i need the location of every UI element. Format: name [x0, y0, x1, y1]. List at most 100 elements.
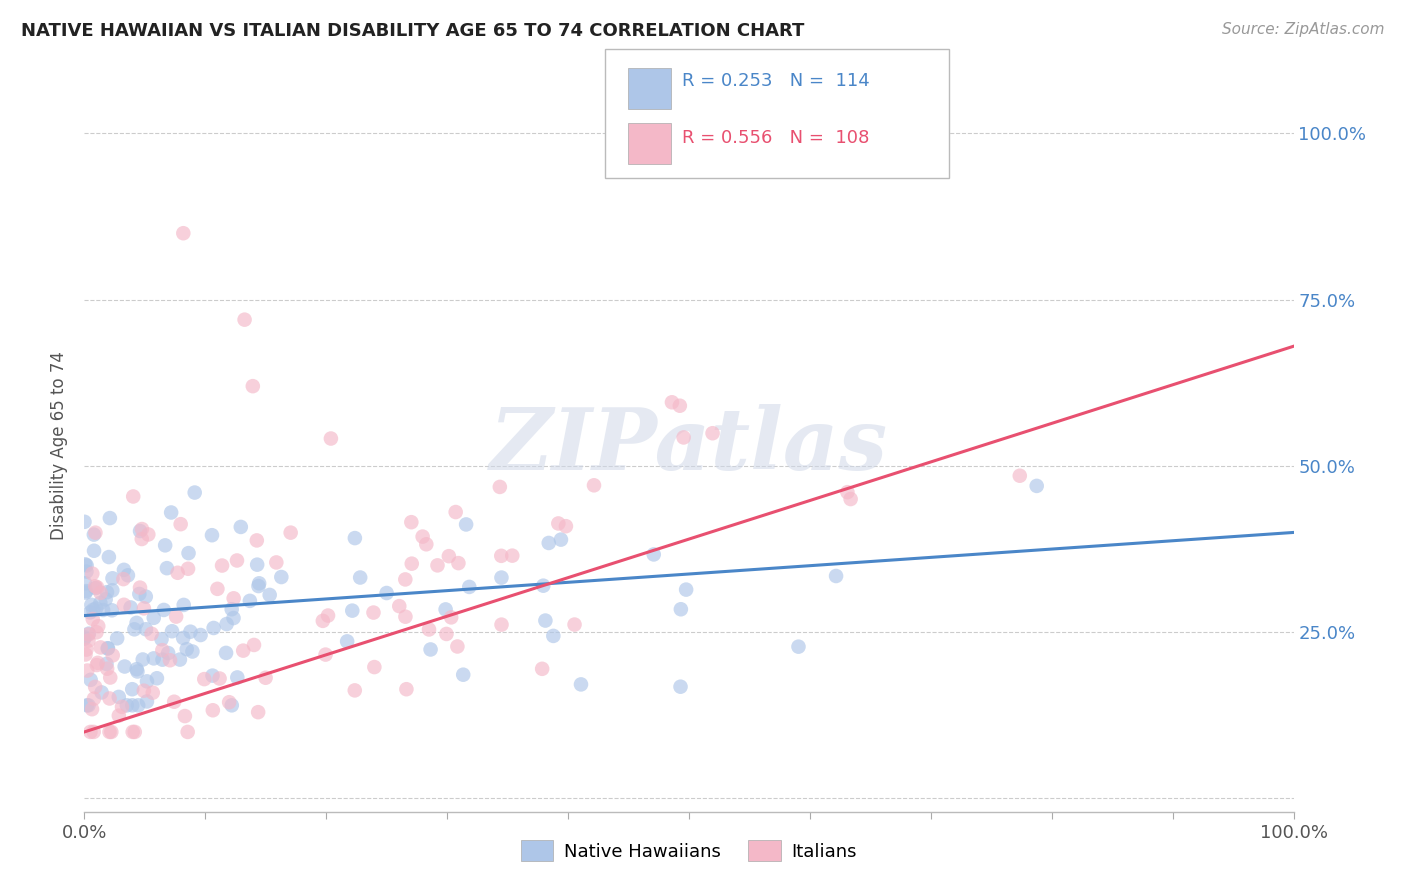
Point	[243, 638, 266, 652]
Point	[87, 619, 110, 633]
Point	[247, 705, 270, 719]
Point	[77, 698, 100, 713]
Point	[112, 563, 135, 577]
Point	[447, 556, 470, 570]
Point	[183, 485, 205, 500]
Point	[343, 531, 366, 545]
Point	[122, 490, 145, 504]
Point	[125, 615, 148, 630]
Point	[169, 652, 191, 666]
Point	[436, 627, 458, 641]
Point	[125, 662, 148, 676]
Point	[97, 641, 120, 656]
Point	[201, 528, 224, 542]
Point	[266, 556, 288, 570]
Point	[419, 642, 441, 657]
Point	[156, 561, 179, 575]
Point	[73, 632, 96, 646]
Point	[177, 562, 200, 576]
Point	[440, 610, 463, 624]
Point	[349, 570, 371, 584]
Point	[316, 608, 339, 623]
Point	[426, 558, 449, 573]
Point	[120, 600, 142, 615]
Point	[172, 631, 194, 645]
Point	[75, 584, 97, 599]
Point	[159, 653, 181, 667]
Point	[96, 585, 118, 599]
Point	[401, 515, 423, 529]
Point	[153, 538, 176, 552]
Point	[142, 651, 165, 665]
Point	[672, 430, 695, 444]
Point	[101, 571, 124, 585]
Point	[201, 668, 224, 682]
Point	[77, 626, 100, 640]
Point	[131, 532, 153, 546]
Point	[107, 690, 129, 704]
Point	[531, 579, 554, 593]
Point	[173, 598, 195, 612]
Point	[115, 698, 138, 713]
Point	[82, 612, 104, 626]
Point	[73, 515, 96, 529]
Point	[90, 685, 112, 699]
Point	[127, 698, 149, 713]
Point	[112, 598, 135, 612]
Point	[221, 698, 243, 713]
Point	[75, 585, 97, 599]
Point	[176, 725, 198, 739]
Point	[394, 573, 416, 587]
Point	[90, 640, 112, 655]
Point	[669, 680, 692, 694]
Legend: Native Hawaiians, Italians: Native Hawaiians, Italians	[513, 833, 865, 869]
Point	[208, 672, 231, 686]
Point	[555, 519, 578, 533]
Point	[132, 652, 155, 666]
Point	[84, 579, 107, 593]
Point	[315, 648, 337, 662]
Point	[787, 640, 810, 654]
Point	[564, 617, 586, 632]
Point	[96, 662, 118, 676]
Point	[83, 725, 105, 739]
Point	[375, 586, 398, 600]
Point	[179, 624, 201, 639]
Point	[229, 520, 252, 534]
Point	[661, 395, 683, 409]
Text: R = 0.253   N =  114: R = 0.253 N = 114	[682, 72, 870, 90]
Point	[76, 664, 98, 678]
Point	[446, 640, 468, 654]
Point	[84, 525, 107, 540]
Point	[76, 558, 98, 573]
Point	[160, 624, 183, 639]
Point	[458, 580, 481, 594]
Point	[226, 670, 249, 684]
Point	[83, 543, 105, 558]
Point	[312, 614, 335, 628]
Point	[415, 537, 437, 551]
Point	[129, 524, 152, 538]
Point	[451, 667, 474, 681]
Point	[1008, 468, 1031, 483]
Point	[643, 548, 665, 562]
Point	[839, 491, 862, 506]
Point	[98, 691, 121, 706]
Point	[82, 603, 104, 617]
Point	[342, 604, 364, 618]
Text: R = 0.556   N =  108: R = 0.556 N = 108	[682, 128, 869, 147]
Point	[211, 558, 233, 573]
Point	[221, 602, 243, 616]
Point	[75, 648, 97, 662]
Point	[165, 609, 187, 624]
Point	[128, 587, 150, 601]
Point	[83, 691, 105, 706]
Point	[343, 683, 366, 698]
Point	[160, 506, 183, 520]
Point	[215, 646, 238, 660]
Point	[91, 603, 114, 617]
Point	[108, 708, 131, 723]
Point	[89, 596, 111, 610]
Point	[169, 517, 191, 532]
Point	[537, 536, 560, 550]
